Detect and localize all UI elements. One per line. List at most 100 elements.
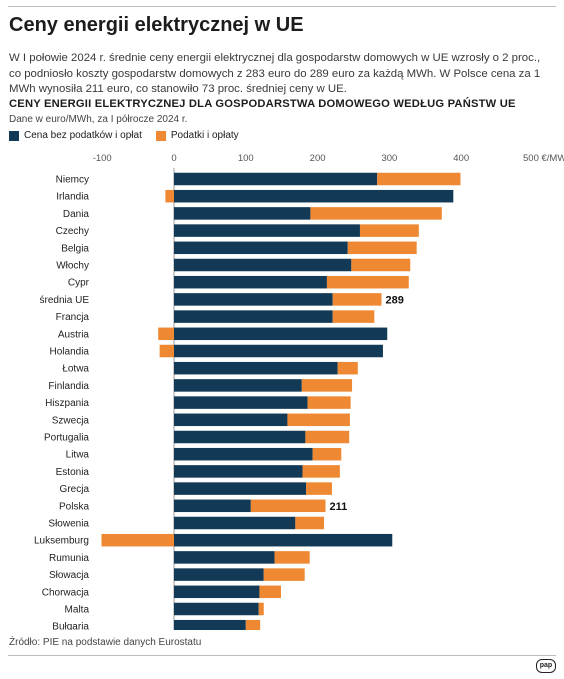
bar-base (174, 224, 360, 237)
lead-paragraph: W I połowie 2024 r. średnie ceny energii… (9, 52, 541, 96)
bar-taxes (258, 602, 264, 616)
bar-taxes (295, 516, 325, 530)
category-label: Rumunia (49, 553, 89, 564)
bar-taxes (101, 533, 174, 547)
bar-taxes (287, 413, 350, 427)
bar-base (174, 533, 393, 547)
x-tick-label: 300 (381, 153, 397, 164)
x-tick-label: 400 (453, 153, 469, 164)
legend-label-base: Cena bez podatków i opłat (24, 130, 142, 141)
bar-taxes (332, 293, 382, 306)
chart-title: CENY ENERGII ELEKTRYCZNEJ DLA GOSPODARST… (9, 98, 516, 110)
bar-base (174, 172, 378, 186)
bar-taxes (245, 619, 261, 630)
bar-taxes (263, 568, 305, 581)
chart-legend: Cena bez podatków i opłat Podatki i opła… (9, 130, 253, 141)
x-tick-label: 500 €/MWh (523, 153, 564, 164)
legend-swatch-taxes (155, 130, 166, 141)
category-label: Litwa (66, 450, 90, 461)
bar-base (174, 568, 264, 581)
category-label: Portugalia (44, 433, 89, 444)
bar-taxes (259, 585, 281, 599)
legend-label-taxes: Podatki i opłaty (170, 130, 239, 141)
total-annotation: 211 (329, 501, 347, 513)
bar-taxes (158, 327, 174, 341)
category-label: Austria (58, 329, 90, 340)
chart-subtitle: Dane w euro/MWh, za I półrocze 2024 r. (9, 114, 188, 125)
bar-base (174, 516, 296, 530)
x-tick-label: -100 (93, 153, 112, 164)
bar-base (174, 327, 388, 341)
category-label: Łotwa (62, 364, 89, 375)
bar-base (174, 482, 307, 495)
bar-taxes (165, 189, 174, 203)
bar-taxes (310, 207, 442, 220)
bar-base (174, 619, 246, 630)
x-tick-label: 200 (310, 153, 326, 164)
category-label: Malta (65, 605, 90, 616)
bar-base (174, 465, 303, 478)
bar-taxes (250, 499, 326, 513)
category-label: Francja (56, 312, 90, 323)
bar-base (174, 258, 352, 272)
category-label: Włochy (56, 261, 89, 272)
category-label: Luksemburg (34, 536, 89, 547)
category-label: Irlandia (56, 192, 89, 203)
bar-base (174, 344, 383, 358)
category-label: Finlandia (48, 381, 89, 392)
category-label: Szwecja (52, 415, 90, 426)
bar-base (174, 275, 327, 289)
category-label: Dania (63, 209, 90, 220)
bar-taxes (347, 241, 417, 255)
bar-taxes (326, 275, 409, 289)
bar-base (174, 447, 313, 461)
bar-taxes (274, 551, 310, 564)
category-label: Estonia (56, 467, 90, 478)
category-label: Bułgaria (52, 622, 89, 630)
headline: Ceny energii elektrycznej w UE (9, 14, 304, 36)
category-label: Cypr (68, 278, 90, 289)
bar-taxes (337, 361, 358, 375)
bar-base (174, 293, 333, 306)
category-label: Hiszpania (45, 398, 89, 409)
bar-base (174, 551, 275, 564)
pap-logo: pap (536, 659, 556, 673)
bar-taxes (377, 172, 461, 186)
bar-base (174, 396, 308, 409)
bottom-rule (8, 655, 556, 656)
category-label: Grecja (60, 484, 90, 495)
bar-base (174, 413, 288, 427)
category-label: Czechy (56, 226, 89, 237)
bar-base (174, 499, 251, 513)
bar-base (174, 207, 311, 220)
bar-base (174, 310, 333, 323)
category-label: Chorwacja (42, 587, 90, 598)
legend-item-base: Cena bez podatków i opłat (9, 130, 142, 141)
bar-base (174, 361, 338, 375)
total-annotation: 289 (386, 294, 404, 306)
category-label: Słowacja (49, 570, 89, 581)
source-note: Źródło: PIE na podstawie danych Eurostat… (9, 637, 202, 648)
x-tick-label: 100 (238, 153, 254, 164)
bar-taxes (302, 465, 340, 478)
bar-chart: -100 0 100 200 300 400 500 €/MWh Niemcy Irlandia… (34, 153, 564, 630)
x-tick-label: 0 (171, 153, 176, 164)
category-label: Holandia (50, 347, 90, 358)
legend-item-taxes: Podatki i opłaty (155, 130, 239, 141)
bar-taxes (307, 396, 351, 409)
category-label: średnia UE (40, 295, 90, 306)
category-label: Belgia (61, 243, 89, 254)
bar-taxes (305, 430, 350, 444)
category-label: Polska (59, 501, 89, 512)
bar-base (174, 585, 260, 599)
top-rule (8, 6, 556, 7)
bar-taxes (359, 224, 419, 237)
bar-taxes (332, 310, 375, 323)
legend-swatch-base (9, 130, 19, 141)
pap-logo-text: pap (539, 662, 553, 669)
bar-base (174, 379, 302, 392)
bar-base (174, 602, 259, 616)
bar-taxes (351, 258, 411, 272)
category-label: Niemcy (56, 175, 89, 186)
bar-taxes (159, 344, 174, 358)
